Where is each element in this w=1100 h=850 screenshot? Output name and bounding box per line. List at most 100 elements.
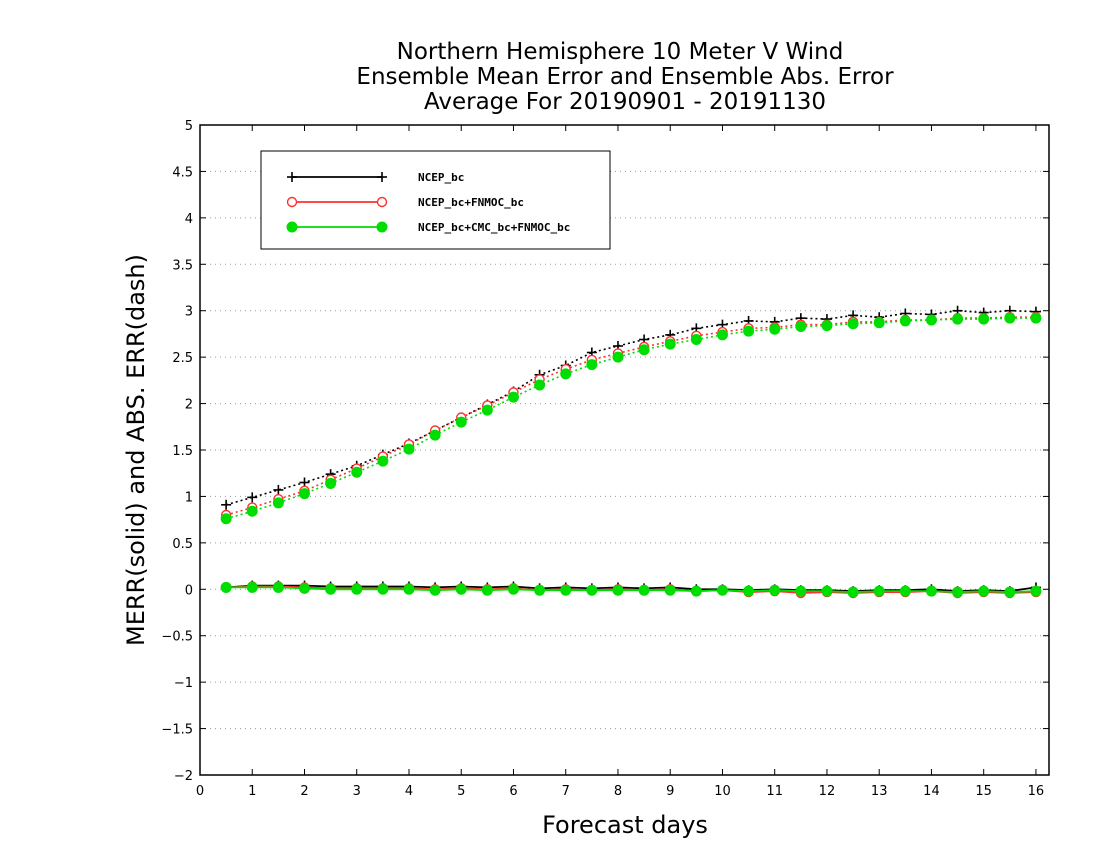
legend-label: NCEP_bc+CMC_bc+FNMOC_bc	[418, 221, 570, 234]
x-tick-label: 6	[509, 784, 517, 799]
merr-point	[507, 583, 519, 595]
abs-err-point	[246, 505, 258, 517]
merr-point	[481, 584, 493, 596]
x-tick-label: 0	[196, 784, 204, 799]
x-tick-label: 7	[562, 784, 570, 799]
abs-err-point	[220, 513, 232, 525]
plot-area-frame	[199, 124, 1050, 776]
y-tick-label: 4.5	[172, 165, 193, 180]
abs-err-point	[952, 313, 964, 325]
y-tick-label: −2	[174, 769, 193, 784]
x-tick-label: 1	[248, 784, 256, 799]
merr-point	[664, 584, 676, 596]
y-tick-label: 2	[185, 398, 193, 413]
merr-point	[821, 585, 833, 597]
merr-point	[586, 584, 598, 596]
y-tick-label: −0.5	[161, 630, 193, 645]
abs-err-point	[847, 318, 859, 330]
abs-err-point	[221, 499, 232, 510]
abs-err-point	[638, 344, 650, 356]
y-tick-label: 3	[185, 305, 193, 320]
merr-point	[978, 585, 990, 597]
gridlines	[200, 170, 1049, 730]
abs-err-point	[821, 320, 833, 332]
legend-marker	[377, 172, 387, 182]
merr-point	[743, 585, 755, 597]
y-tick-label: 0	[185, 583, 193, 598]
abs-err-point	[1030, 312, 1042, 324]
y-tick-label: 5	[185, 119, 193, 134]
merr-point	[716, 584, 728, 596]
x-axis-label: Forecast days	[542, 811, 708, 839]
abs-err-point	[273, 484, 284, 495]
y-axis-label: MERR(solid) and ABS. ERR(dash)	[122, 254, 150, 646]
abs-err-point	[325, 477, 337, 489]
merr-point	[351, 583, 363, 595]
y-tick-label: −1	[174, 676, 193, 691]
y-tick-label: 1	[185, 490, 193, 505]
abs-err-point	[1004, 312, 1016, 324]
abs-err-point	[612, 351, 624, 363]
merr-point	[220, 581, 232, 593]
merr-point	[534, 584, 546, 596]
legend-marker	[286, 196, 298, 208]
abs-err-point	[743, 325, 755, 337]
title-line-3: Average For 20190901 - 20191130	[424, 89, 826, 115]
abs-err-point	[247, 492, 258, 503]
legend-marker	[286, 221, 298, 233]
merr-point	[298, 582, 310, 594]
abs-err-point	[978, 313, 990, 325]
title-line-1: Northern Hemisphere 10 Meter V Wind	[397, 39, 844, 65]
x-tick-label: 16	[1028, 784, 1045, 799]
abs-err-point	[351, 466, 363, 478]
merr-point	[377, 583, 389, 595]
merr-point	[795, 585, 807, 597]
merr-point	[690, 585, 702, 597]
merr-point	[638, 584, 650, 596]
merr-point	[899, 585, 911, 597]
abs-err-point	[272, 497, 284, 509]
merr-point	[429, 584, 441, 596]
title-line-2: Ensemble Mean Error and Ensemble Abs. Er…	[356, 64, 894, 90]
x-tick-label: 12	[819, 784, 836, 799]
merr-point	[246, 581, 258, 593]
merr-point	[612, 584, 624, 596]
merr-point	[1030, 585, 1042, 597]
abs-err-point	[716, 329, 728, 341]
axis-ticks: −2−1.5−1−0.500.511.522.533.544.550 1 2 3 4 5 6…	[161, 119, 1049, 799]
y-tick-label: 3.5	[172, 258, 193, 273]
legend-box	[260, 150, 611, 250]
x-tick-label: 10	[714, 784, 731, 799]
abs-err-line-0	[225, 309, 1036, 506]
merr-point	[847, 586, 859, 598]
merr-point	[560, 584, 572, 596]
abs-err-point	[455, 416, 467, 428]
chart-title: Northern Hemisphere 10 Meter V Wind Ense…	[356, 39, 894, 115]
x-tick-label: 4	[405, 784, 413, 799]
legend-label: NCEP_bc+FNMOC_bc	[418, 196, 524, 209]
abs-err-point	[664, 338, 676, 350]
legend-marker	[287, 172, 297, 182]
legend-marker	[376, 221, 388, 233]
abs-err-point	[873, 317, 885, 329]
merr-point	[1004, 586, 1016, 598]
legend-label: NCEP_bc	[418, 171, 464, 184]
x-tick-label: 13	[871, 784, 888, 799]
x-tick-label: 5	[457, 784, 465, 799]
legend: NCEP_bc NCEP_bc+FNMOC_bc NCEP_bc+CMC_bc+FN…	[260, 150, 611, 250]
abs-err-point	[899, 315, 911, 327]
legend-marker	[376, 196, 388, 208]
merr-point	[952, 586, 964, 598]
merr-point	[403, 583, 415, 595]
merr-point	[455, 583, 467, 595]
abs-err-point	[298, 488, 310, 500]
x-tick-label: 2	[300, 784, 308, 799]
abs-err-point	[795, 321, 807, 332]
merr-point	[272, 581, 284, 593]
x-tick-label: 9	[666, 784, 674, 799]
abs-err-point	[560, 368, 572, 380]
abs-err-point	[534, 379, 546, 391]
abs-err-point	[925, 314, 937, 326]
merr-point	[769, 584, 781, 596]
